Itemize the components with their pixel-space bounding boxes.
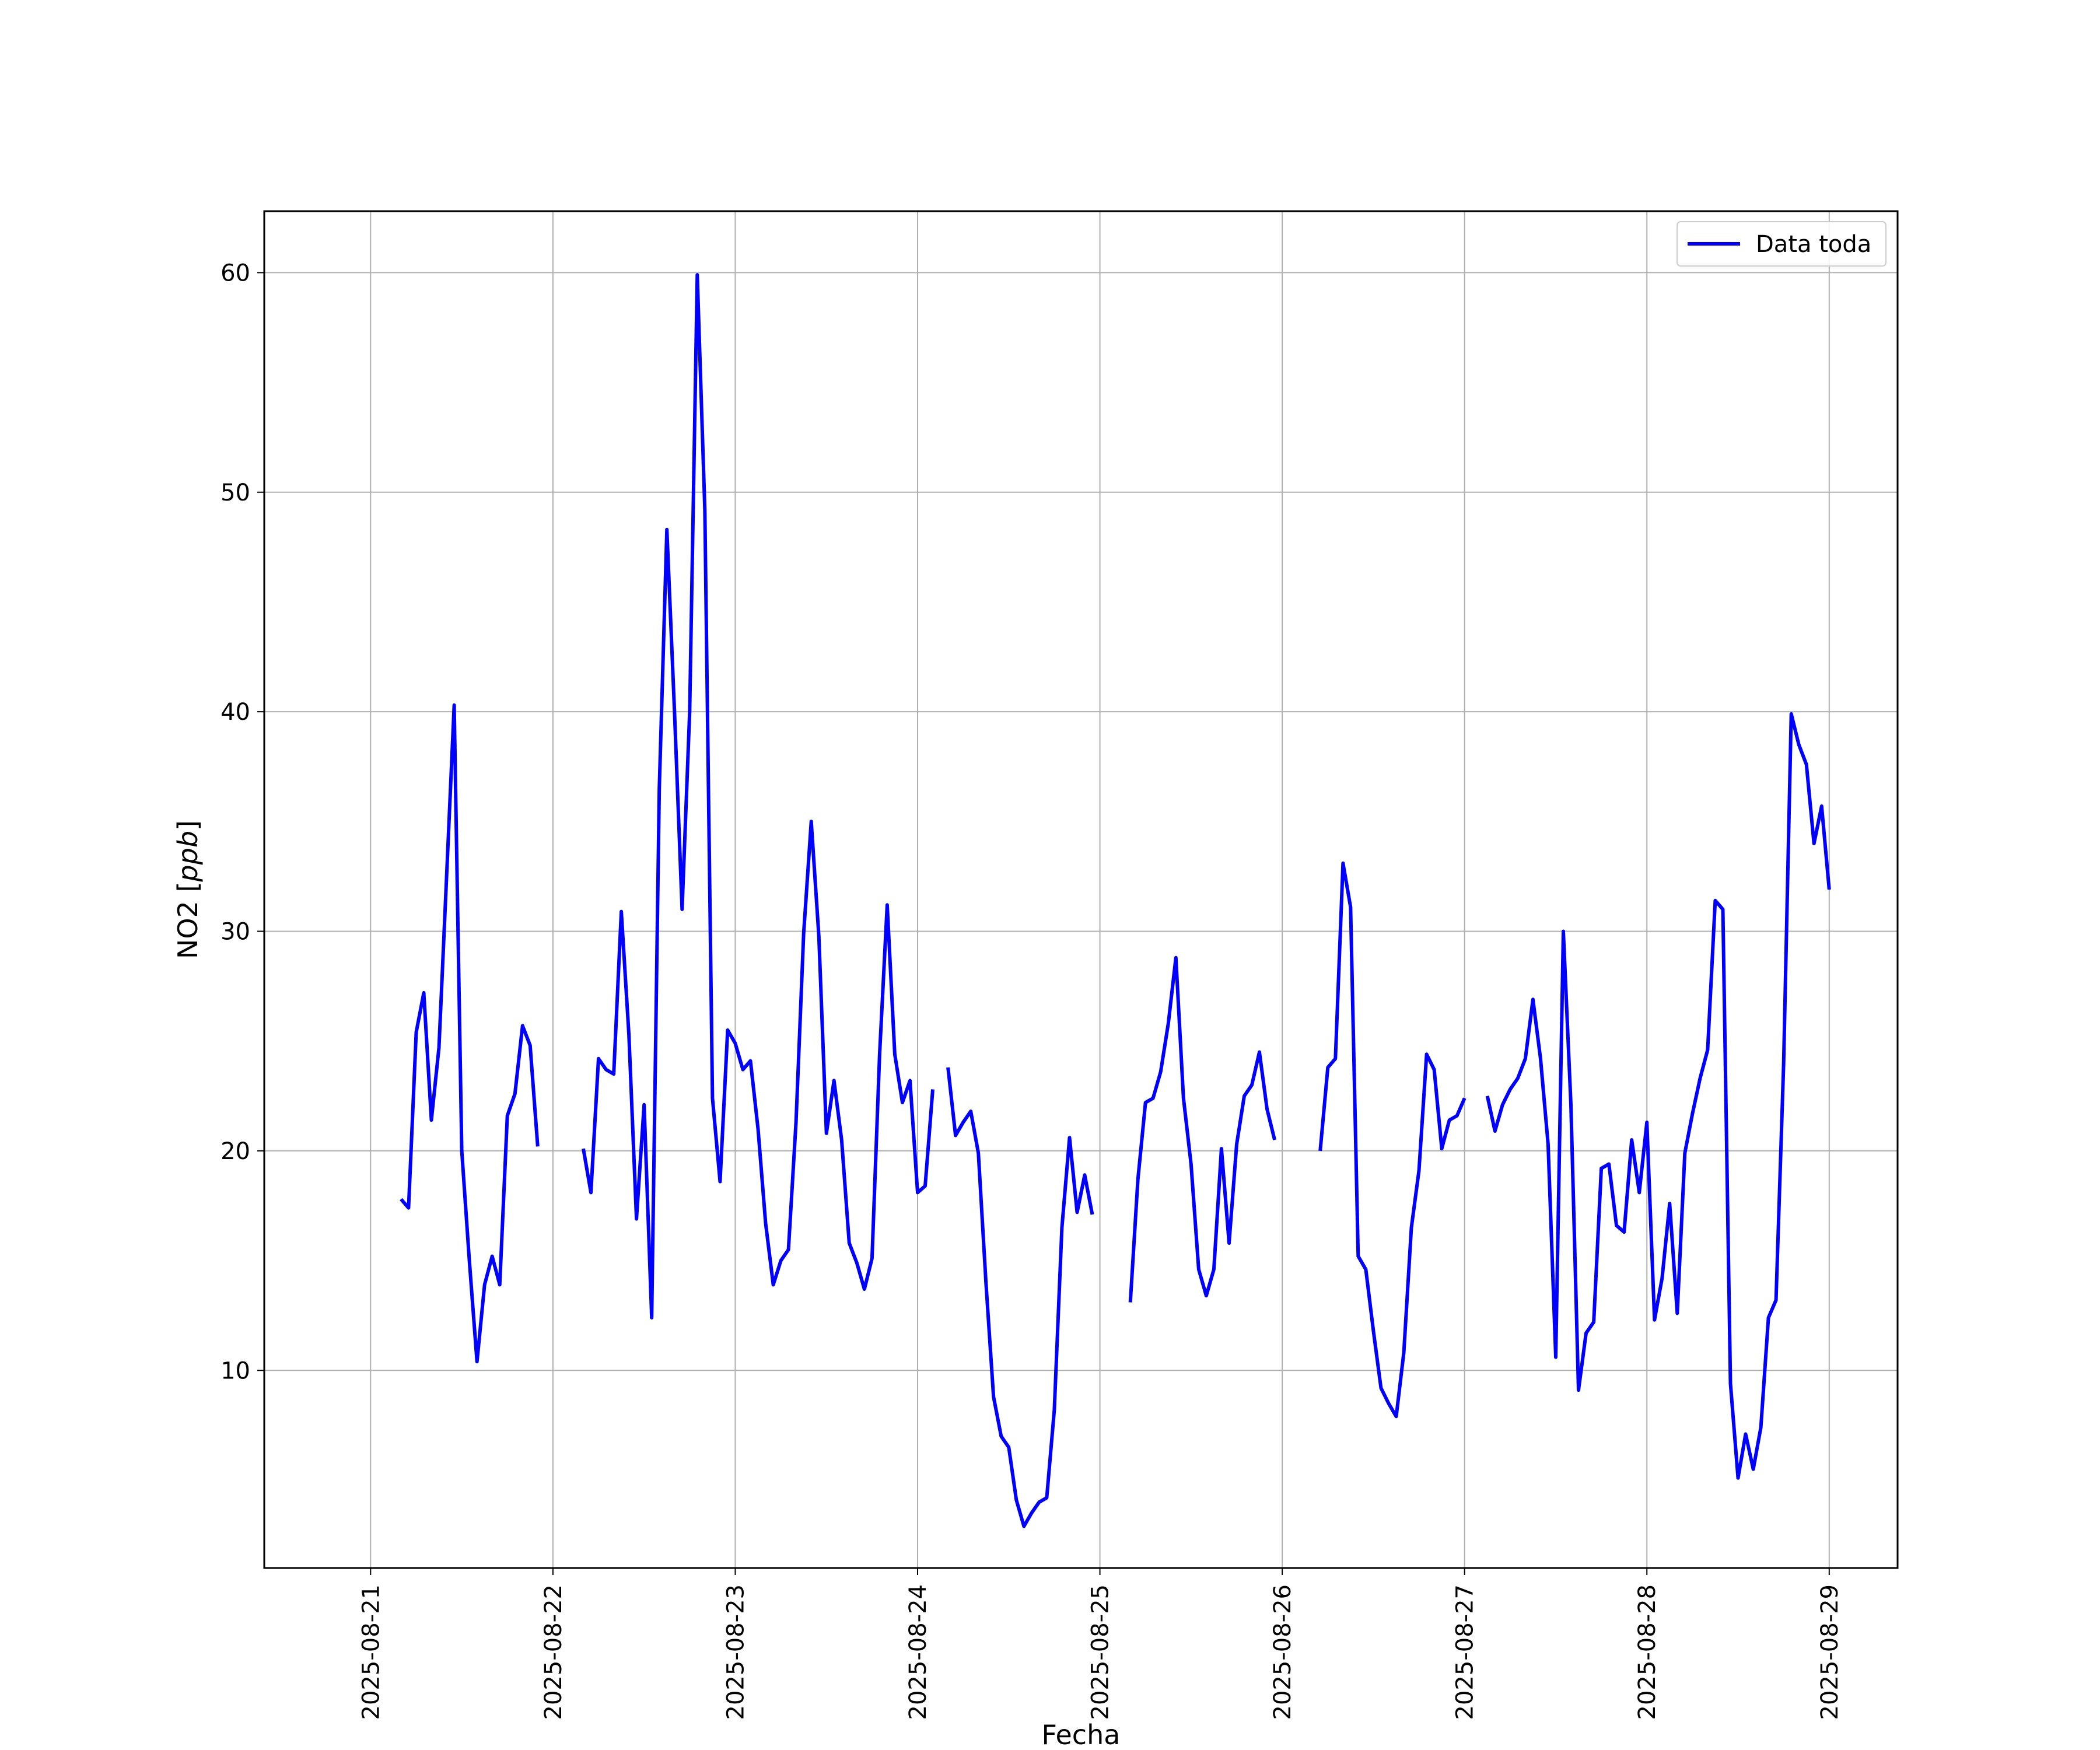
y-tick-label: 30 — [220, 919, 250, 946]
y-tick-label: 40 — [220, 699, 250, 726]
x-tick-label: 2025-08-22 — [540, 1584, 567, 1720]
x-tick-label: 2025-08-21 — [358, 1584, 384, 1720]
series-line-segment — [946, 1067, 1094, 1528]
series-line-segment — [1128, 956, 1277, 1303]
y-axis-label-prefix: NO2 [ — [172, 882, 204, 959]
y-axis-label: NO2 [ppb] — [172, 820, 204, 959]
x-tick-label: 2025-08-29 — [1817, 1584, 1843, 1720]
legend-box — [1676, 221, 1887, 267]
y-tick-label: 20 — [220, 1138, 250, 1165]
data-line — [400, 273, 1831, 1528]
y-axis-label-suffix: ] — [172, 820, 204, 831]
y-tick-label: 60 — [220, 260, 250, 286]
x-axis-label: Fecha — [1042, 1719, 1121, 1750]
x-tick-label: 2025-08-23 — [722, 1584, 749, 1720]
grid — [264, 211, 1898, 1568]
axis-ticks: 2025-08-21 2025-08-22 2025-08-23 2025-08-24… — [220, 260, 1843, 1720]
x-tick-label: 2025-08-26 — [1269, 1584, 1296, 1720]
y-axis-label-unit: ppb — [172, 831, 204, 883]
x-tick-label: 2025-08-24 — [905, 1584, 932, 1720]
series-line-segment — [582, 273, 935, 1320]
plot-frame — [263, 210, 1899, 1569]
legend-entry-label: Data toda — [1756, 231, 1871, 258]
x-tick-label: 2025-08-25 — [1087, 1584, 1114, 1720]
legend: Data toda — [1676, 221, 1887, 267]
series-line-segment — [1485, 712, 1831, 1480]
y-tick-label: 10 — [220, 1357, 250, 1384]
x-tick-label: 2025-08-27 — [1452, 1584, 1479, 1720]
x-tick-label: 2025-08-28 — [1634, 1584, 1661, 1720]
series-line-segment — [400, 703, 540, 1364]
series-line-segment — [1318, 861, 1466, 1419]
y-tick-label: 50 — [220, 480, 250, 506]
